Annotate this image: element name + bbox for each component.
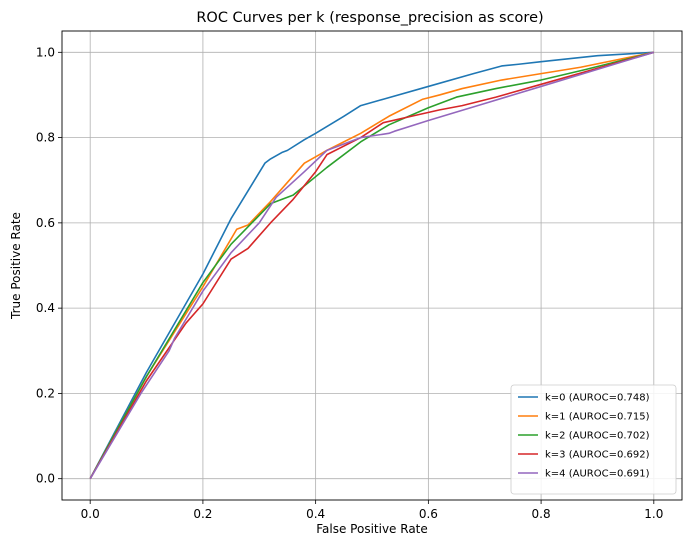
series-line-k0	[89, 51, 654, 480]
x-axis-label: False Positive Rate	[316, 522, 428, 536]
plot-frame	[61, 30, 683, 501]
legend-label: k=2 (AUROC=0.702)	[545, 431, 650, 442]
grid	[62, 31, 682, 500]
y-tick-label: 0.4	[36, 301, 55, 315]
y-tick-label: 1.0	[36, 45, 55, 59]
legend-box	[510, 384, 677, 495]
y-tick-label: 0.8	[36, 131, 55, 145]
x-tick-label: 1.0	[644, 507, 663, 521]
legend-label: k=0 (AUROC=0.748)	[545, 393, 650, 404]
y-tick-label: 0.2	[36, 386, 55, 400]
chart-title: ROC Curves per k (response_precision as …	[196, 10, 543, 26]
series-line-k2	[89, 51, 655, 480]
legend-label: k=3 (AUROC=0.692)	[545, 450, 650, 461]
y-axis-label: True Positive Rate	[9, 212, 23, 320]
x-tick-label: 0.6	[419, 507, 438, 521]
y-tick-label: 0.6	[36, 216, 55, 230]
legend-label: k=1 (AUROC=0.715)	[545, 412, 650, 423]
series-line-k3	[89, 51, 655, 480]
x-tick-label: 0.2	[193, 507, 212, 521]
x-tick-label: 0.8	[532, 507, 551, 521]
axis-ticks: 0.0 0.2 0.4 0.6 0.8 1.0 0.0 0.2 0.4 0.6 0.8 1.0	[36, 45, 663, 521]
series-line-k4	[89, 51, 655, 480]
x-tick-label: 0.0	[81, 507, 100, 521]
y-tick-label: 0.0	[36, 472, 55, 486]
x-tick-label: 0.4	[306, 507, 325, 521]
legend-label: k=4 (AUROC=0.691)	[545, 469, 650, 480]
legend: k=0 (AUROC=0.748) k=1 (AUROC=0.715) k=2 (A…	[510, 384, 677, 495]
series-lines	[89, 51, 655, 480]
